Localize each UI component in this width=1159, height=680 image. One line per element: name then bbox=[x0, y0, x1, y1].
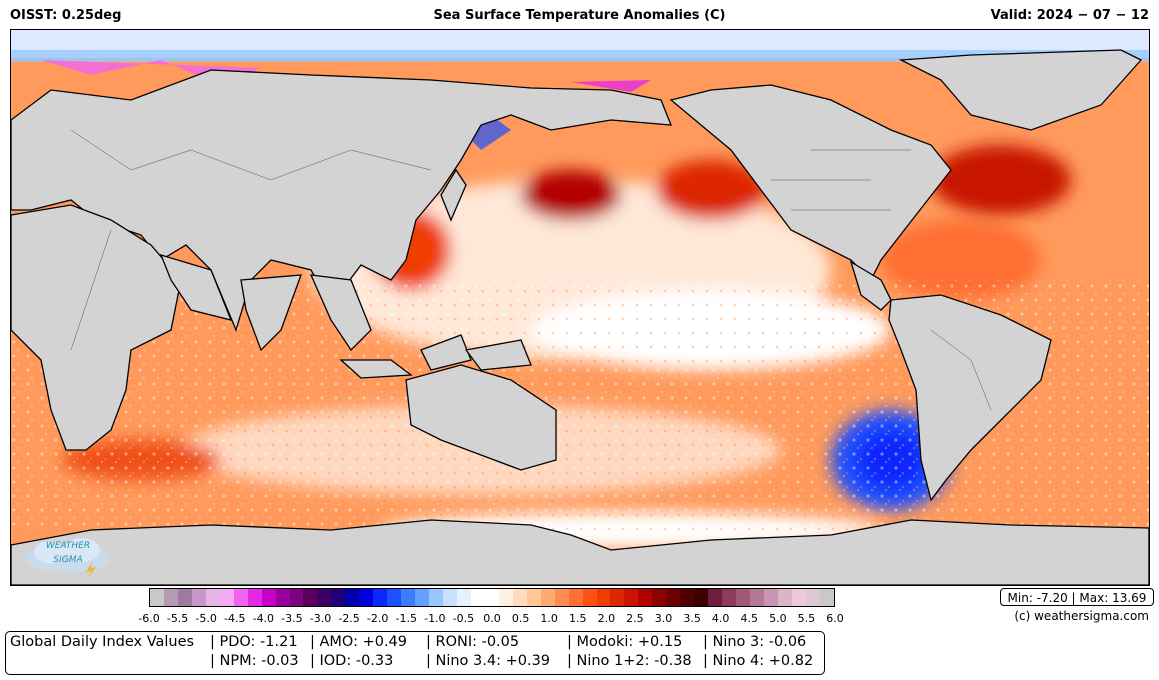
index-nino12: | Nino 1+2: -0.38 bbox=[567, 653, 692, 669]
colorbar-tick-label: 3.0 bbox=[654, 612, 673, 625]
index-values-box: Global Daily Index Values | PDO: -1.21 |… bbox=[5, 631, 825, 675]
index-npm: | NPM: -0.03 bbox=[210, 653, 299, 669]
colorbar-swatch bbox=[652, 589, 667, 606]
colorbar-tick-label: -1.0 bbox=[424, 612, 446, 625]
colorbar-swatch bbox=[317, 589, 332, 606]
colorbar-tick-label: 2.5 bbox=[626, 612, 644, 625]
colorbar-swatch bbox=[498, 589, 513, 606]
colorbar-swatch bbox=[345, 589, 360, 606]
index-roni: | RONI: -0.05 bbox=[426, 634, 520, 650]
min-max-stats: Min: -7.20 | Max: 13.69 bbox=[1000, 588, 1154, 606]
colorbar-swatch bbox=[540, 589, 555, 606]
colorbar-swatch bbox=[275, 589, 290, 606]
colorbar-swatch bbox=[777, 589, 792, 606]
colorbar-tick-label: -3.0 bbox=[309, 612, 332, 625]
colorbar-tick-label: -2.5 bbox=[338, 612, 360, 625]
colorbar-tick-label: -5.0 bbox=[195, 612, 217, 625]
colorbar-tick-label: 4.5 bbox=[740, 612, 759, 625]
colorbar-tick-label: -5.5 bbox=[166, 612, 189, 625]
index-modoki: | Modoki: +0.15 bbox=[567, 634, 683, 650]
colorbar-swatch bbox=[470, 589, 485, 606]
colorbar-swatch bbox=[163, 589, 178, 606]
colorbar-swatch bbox=[791, 589, 806, 606]
colorbar-swatch bbox=[610, 589, 625, 606]
valid-date: Valid: 2024 − 07 − 12 bbox=[990, 8, 1149, 23]
colorbar-tick-label: 2.0 bbox=[597, 612, 616, 625]
index-label: Global Daily Index Values bbox=[10, 634, 195, 650]
colorbar-swatch bbox=[694, 589, 709, 606]
index-nino4: | Nino 4: +0.82 bbox=[703, 653, 814, 669]
colorbar-swatch bbox=[205, 589, 220, 606]
colorbar-swatch bbox=[150, 589, 164, 606]
colorbar-tick-label: -0.5 bbox=[452, 612, 475, 625]
colorbar-swatch bbox=[666, 589, 681, 606]
colorbar-swatch bbox=[456, 589, 471, 606]
colorbar-swatch bbox=[582, 589, 597, 606]
weathersigma-logo: WEATHER SIGMA bbox=[26, 538, 110, 576]
colorbar-tick-label: 5.0 bbox=[769, 612, 787, 625]
colorbar-tick-label: 1.5 bbox=[569, 612, 587, 625]
colorbar-swatch bbox=[233, 589, 248, 606]
colorbar-swatch bbox=[722, 589, 737, 606]
map-title: Sea Surface Temperature Anomalies (C) bbox=[433, 8, 726, 23]
index-nino34: | Nino 3.4: +0.39 bbox=[426, 653, 551, 669]
colorbar-tick-label: 0.5 bbox=[511, 612, 530, 625]
colorbar-swatch bbox=[443, 589, 457, 606]
colorbar-swatch bbox=[568, 589, 583, 606]
colorbar-swatch bbox=[177, 589, 192, 606]
colorbar-swatch bbox=[526, 589, 541, 606]
colorbar-swatch bbox=[708, 589, 723, 606]
colorbar-tick-label: -2.0 bbox=[366, 612, 389, 625]
index-amo: | AMO: +0.49 bbox=[310, 634, 408, 650]
index-pdo: | PDO: -1.21 bbox=[210, 634, 298, 650]
colorbar-ticks: -6.0 -5.5 -5.0 -4.5 -4.0 -3.5 -3.0 -2.5 -2.0 -1.5… bbox=[138, 612, 843, 626]
colorbar-swatch bbox=[401, 589, 416, 606]
colorbar-swatch bbox=[749, 589, 764, 606]
colorbar-swatch bbox=[624, 589, 639, 606]
colorbar-swatch bbox=[638, 589, 653, 606]
colorbar-tick-label: -3.5 bbox=[281, 612, 303, 625]
colorbar-swatch bbox=[429, 589, 444, 606]
colorbar-swatch bbox=[554, 589, 569, 606]
colorbar-swatch bbox=[819, 589, 834, 606]
colorbar-swatch bbox=[261, 589, 276, 606]
credit: (c) weathersigma.com bbox=[1014, 609, 1149, 623]
colorbar-tick-label: 4.0 bbox=[711, 612, 730, 625]
index-iod: | IOD: -0.33 bbox=[310, 653, 394, 669]
land bbox=[11, 49, 1149, 585]
colorbar-swatch bbox=[680, 589, 695, 606]
colorbar-tick-label: 1.0 bbox=[540, 612, 558, 625]
colorbar-swatch bbox=[805, 589, 820, 606]
colorbar-tick-label: 6.0 bbox=[826, 612, 844, 625]
logo-text-weather: WEATHER bbox=[46, 541, 90, 551]
colorbar-swatch bbox=[415, 589, 430, 606]
colorbar-tick-label: 0.0 bbox=[483, 612, 501, 625]
colorbar-swatch bbox=[191, 589, 206, 606]
colorbar-swatch bbox=[247, 589, 262, 606]
logo-text-sigma: SIGMA bbox=[53, 555, 82, 565]
colorbar-tick-label: -4.0 bbox=[252, 612, 275, 625]
colorbar-swatch bbox=[387, 589, 402, 606]
colorbar-swatch bbox=[484, 589, 499, 606]
dataset-label: OISST: 0.25deg bbox=[10, 8, 122, 23]
colorbar-swatch bbox=[512, 589, 527, 606]
map-canvas bbox=[11, 30, 1149, 585]
colorbar-tick-label: 5.5 bbox=[797, 612, 816, 625]
colorbar-swatch bbox=[596, 589, 611, 606]
colorbar-swatch bbox=[289, 589, 304, 606]
colorbar-tick-label: -4.5 bbox=[224, 612, 246, 625]
colorbar bbox=[149, 588, 835, 607]
colorbar-tick-label: 3.5 bbox=[683, 612, 701, 625]
colorbar-swatch bbox=[303, 589, 318, 606]
colorbar-tick-label: -6.0 bbox=[138, 612, 160, 625]
colorbar-swatch bbox=[359, 589, 374, 606]
index-nino3: | Nino 3: -0.06 bbox=[703, 634, 807, 650]
colorbar-swatch bbox=[331, 589, 346, 606]
sst-anomaly-map bbox=[10, 29, 1150, 586]
colorbar-swatch bbox=[736, 589, 750, 606]
colorbar-swatch bbox=[763, 589, 778, 606]
colorbar-swatch bbox=[373, 589, 388, 606]
colorbar-tick-label: -1.5 bbox=[395, 612, 417, 625]
colorbar-swatch bbox=[219, 589, 234, 606]
